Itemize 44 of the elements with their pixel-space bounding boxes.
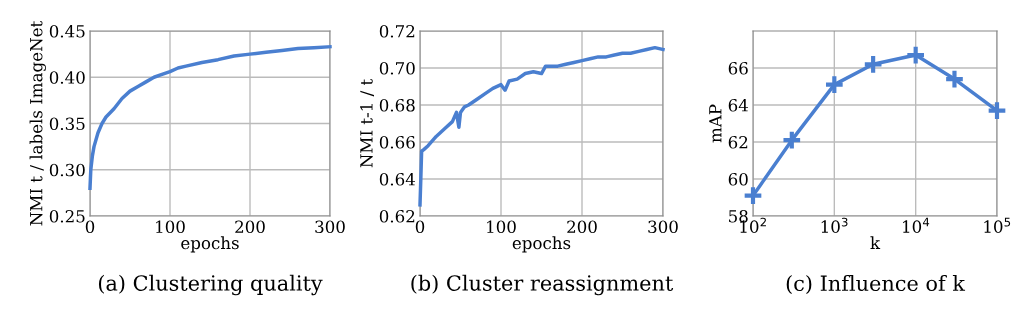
y-tick-label: 62 — [728, 135, 748, 149]
x-tick-label: 100 — [156, 220, 185, 234]
x-tick-label: 200 — [567, 220, 597, 234]
x-tick-label: 0 — [85, 220, 95, 234]
y-axis-title: NMI t / labels ImageNet — [29, 20, 46, 226]
y-tick-label: 0.30 — [49, 163, 85, 177]
point — [944, 68, 965, 90]
y-tick-label: 66 — [728, 61, 748, 75]
line-series — [88, 44, 332, 190]
line-series — [418, 45, 665, 207]
y-tick-label: 0.64 — [379, 172, 415, 186]
y-axis-title: NMI t-1 / t — [360, 78, 375, 168]
text: (a) Clustering quality — [98, 274, 323, 296]
point — [781, 129, 803, 151]
text: (b) Cluster reassignment — [411, 274, 674, 296]
text: (c) Influence of k — [786, 274, 966, 294]
x-tick-label: 300 — [315, 220, 345, 234]
y-tick-label: 0.68 — [379, 98, 415, 112]
point — [823, 74, 845, 96]
y-tick-label: 0.62 — [379, 209, 415, 223]
y-axis-title: mAP — [709, 104, 722, 143]
x-tick-label: 300 — [648, 220, 678, 234]
y-tick-label: 0.70 — [379, 61, 415, 75]
y-tick-label: 60 — [728, 172, 748, 186]
y-tick-label: 0.40 — [49, 71, 85, 84]
point — [862, 53, 884, 75]
x-axis-title: epochs — [181, 236, 239, 253]
y-tick-label: 0.35 — [49, 117, 85, 131]
x-tick-label: 10$^{3}$ — [821, 217, 848, 233]
y-tick-label: 0.72 — [379, 24, 415, 38]
x-tick-label: 200 — [235, 220, 265, 234]
x-axis-title: k — [870, 236, 881, 249]
point — [986, 100, 1008, 121]
y-tick-label: 64 — [728, 98, 748, 112]
x-tick-label: 10$^{4}$ — [903, 217, 930, 233]
x-tick-label: 10$^{5}$ — [984, 217, 1011, 233]
y-tick-label: 0.66 — [379, 135, 415, 149]
point — [905, 44, 927, 66]
x-tick-label: 100 — [487, 220, 516, 234]
x-tick-label: 0 — [415, 220, 425, 234]
point — [742, 185, 764, 207]
y-tick-label: 0.45 — [49, 24, 85, 38]
y-tick-label: 0.25 — [49, 209, 85, 223]
x-axis-title: epochs — [512, 236, 571, 253]
